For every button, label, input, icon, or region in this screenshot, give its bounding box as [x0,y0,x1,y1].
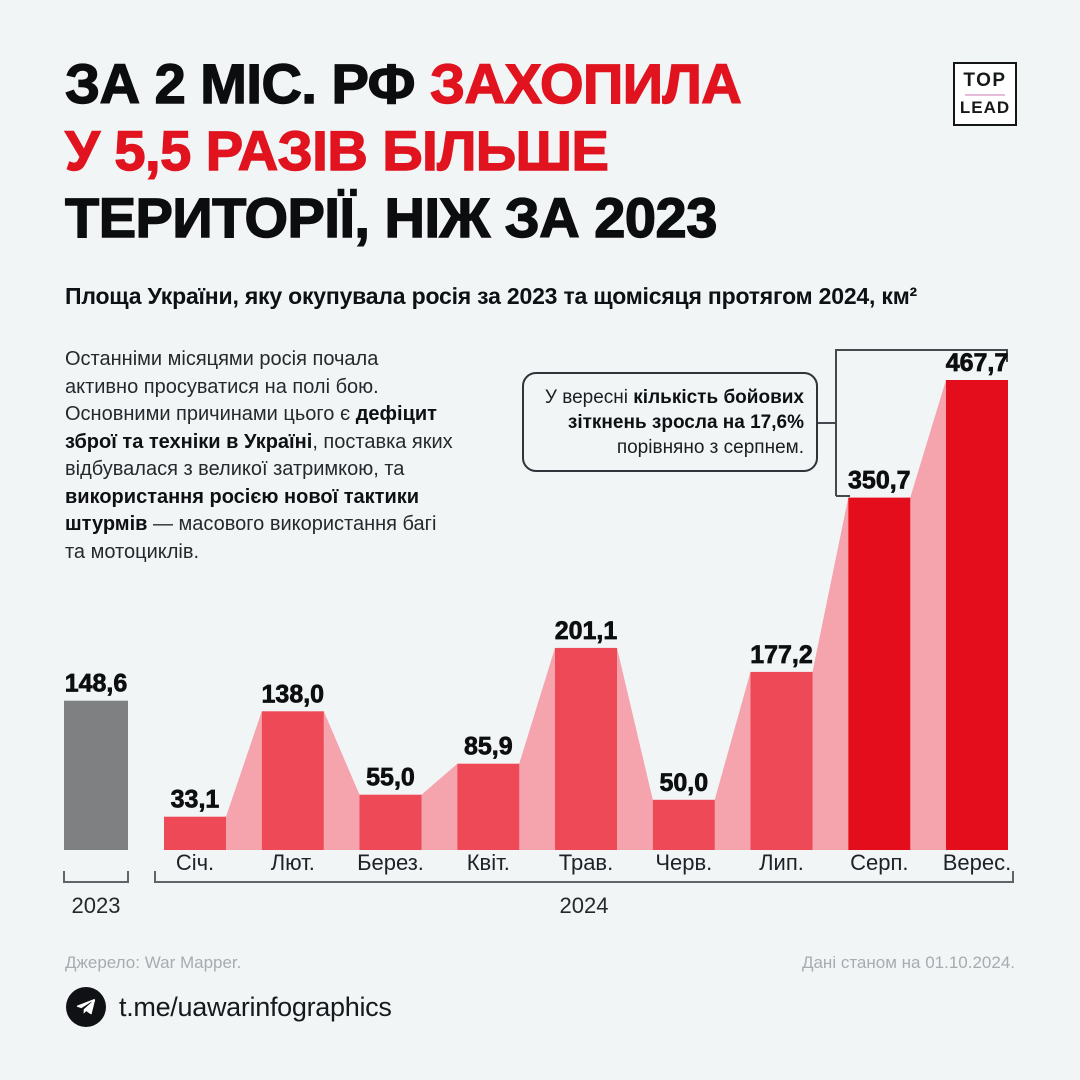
value-label: 85,9 [464,733,513,761]
callout-bold: кількість бойових зіткнень зросла на 17,… [567,387,804,433]
title-line1-black: ЗА 2 МІС. РФ [64,51,431,115]
title-line-3: ТЕРИТОРІЇ, НІЖ ЗА 2023 [64,185,718,249]
year-label-2023: 2023 [72,893,121,918]
bar-2023 [64,700,128,850]
value-label-2023: 148,6 [65,670,128,698]
connector-area [714,671,751,850]
bar-month [164,816,226,850]
month-label: Верес. [943,850,1012,875]
connector-area [812,497,849,850]
value-label: 350,7 [848,467,911,495]
callout-part2: порівняно з серпнем. [616,437,804,458]
desc-part2: , поставка яких відбувалася з великої за… [65,430,453,481]
month-label: Трав. [559,850,613,875]
value-label: 138,0 [262,680,325,708]
callout-part1: У вересні [544,387,634,408]
value-label: 177,2 [750,641,813,669]
bar-month [652,799,715,850]
connector-area [226,711,262,850]
month-label: Січ. [176,850,214,875]
month-label: Берез. [357,850,424,875]
title-line1-red: ЗАХОПИЛА [429,51,742,115]
description-text: Останніми місяцями росія почала активно … [65,346,455,566]
callout-bracket [818,349,1008,497]
month-label: Черв. [655,850,712,875]
month-label: Квіт. [467,850,510,875]
title-line-2: У 5,5 РАЗІВ БІЛЬШЕ [64,118,609,182]
telegram-handle: t.me/uawarinfographics [119,991,392,1022]
connector-area [323,711,360,850]
desc-part3: — масового використання багі та мотоцикл… [65,513,437,563]
axis-bracket-2024 [154,871,1014,883]
connector-area [421,763,458,850]
value-label: 201,1 [555,617,618,645]
desc-bold2: використання росією нової тактики штурмі… [65,485,420,536]
value-label: 33,1 [171,786,220,814]
bar-month [457,763,520,850]
year-label-2024: 2024 [560,893,609,918]
toplead-logo: TOP LEAD [953,62,1017,126]
data-as-of-note: Дані станом на 01.10.2024. [801,953,1015,972]
value-label: 50,0 [659,769,708,797]
bar-month [555,647,617,850]
telegram-link[interactable]: t.me/uawarinfographics [66,987,392,1027]
connector-area [617,647,653,850]
bar-month [946,380,1008,850]
logo-divider [965,94,1005,96]
telegram-icon [66,987,106,1027]
bar-month [261,711,324,850]
connector-area [910,380,946,850]
month-label: Лют. [271,850,315,875]
title-line-1: ЗА 2 МІС. РФ ЗАХОПИЛА [64,50,742,117]
chart-subtitle: Площа України, яку окупувала росія за 20… [65,283,917,309]
desc-bold1: дефіцит зброї та техніки в Україні [65,403,437,453]
callout-box: У вересні кількість бойових зіткнень зро… [522,372,818,472]
page-title: ЗА 2 МІС. РФ ЗАХОПИЛА У 5,5 РАЗІВ БІЛЬШЕ… [64,50,742,251]
logo-top-text: TOP [963,70,1007,91]
connector-area [519,647,555,850]
bar-month [750,671,813,850]
bar-month [848,497,911,850]
bar-month [359,794,422,850]
month-label: Лип. [759,850,804,875]
desc-part1: Останніми місяцями росія почала активно … [65,348,379,425]
value-label: 55,0 [366,764,415,792]
value-label: 467,7 [946,349,1009,377]
axis-bracket-2023 [63,871,129,883]
logo-lead-text: LEAD [959,98,1011,117]
source-note: Джерело: War Mapper. [65,953,242,972]
month-label: Серп. [850,850,908,875]
